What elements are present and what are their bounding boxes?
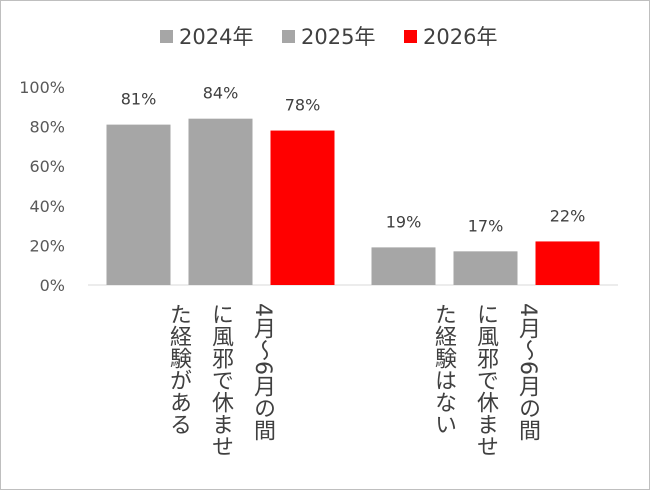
legend-label: 2024年: [179, 25, 253, 49]
bar: [371, 247, 436, 285]
legend-swatch: [282, 30, 295, 43]
y-axis: 0% 20% 40% 60% 80% 100%: [19, 78, 65, 295]
bar: [453, 251, 518, 285]
data-label: 17%: [468, 216, 504, 235]
legend-swatch: [404, 30, 417, 43]
y-tick-label: 60%: [29, 157, 65, 176]
data-label: 81%: [121, 90, 157, 109]
legend-label: 2026年: [423, 25, 497, 49]
data-label: 78%: [285, 96, 321, 115]
data-label: 22%: [550, 206, 586, 225]
bar: [270, 130, 335, 285]
legend: 2024年 2025年 2026年: [160, 25, 497, 49]
y-tick-label: 80%: [29, 118, 65, 137]
bar: [535, 241, 600, 285]
bar: [188, 118, 253, 286]
y-tick-label: 20%: [29, 236, 65, 255]
data-label: 19%: [386, 212, 422, 231]
data-labels: 81% 84% 78% 19% 17% 22%: [121, 84, 586, 236]
category-label-line: 4月～6月の間: [250, 303, 276, 441]
data-label: 84%: [203, 84, 239, 103]
bar: [106, 124, 171, 286]
category-label-line: た経験がある: [166, 303, 192, 435]
category-label-line: 4月～6月の間: [515, 303, 541, 441]
category-label-line: に風邪で休ませ: [473, 303, 499, 457]
bars: [106, 118, 600, 286]
legend-label: 2025年: [301, 25, 375, 49]
y-tick-label: 100%: [19, 78, 65, 97]
category-label-line: た経験はない: [431, 303, 457, 435]
category-label-line: に風邪で休ませ: [208, 303, 234, 457]
y-tick-label: 0%: [40, 276, 65, 295]
legend-swatch: [160, 30, 173, 43]
y-tick-label: 40%: [29, 197, 65, 216]
